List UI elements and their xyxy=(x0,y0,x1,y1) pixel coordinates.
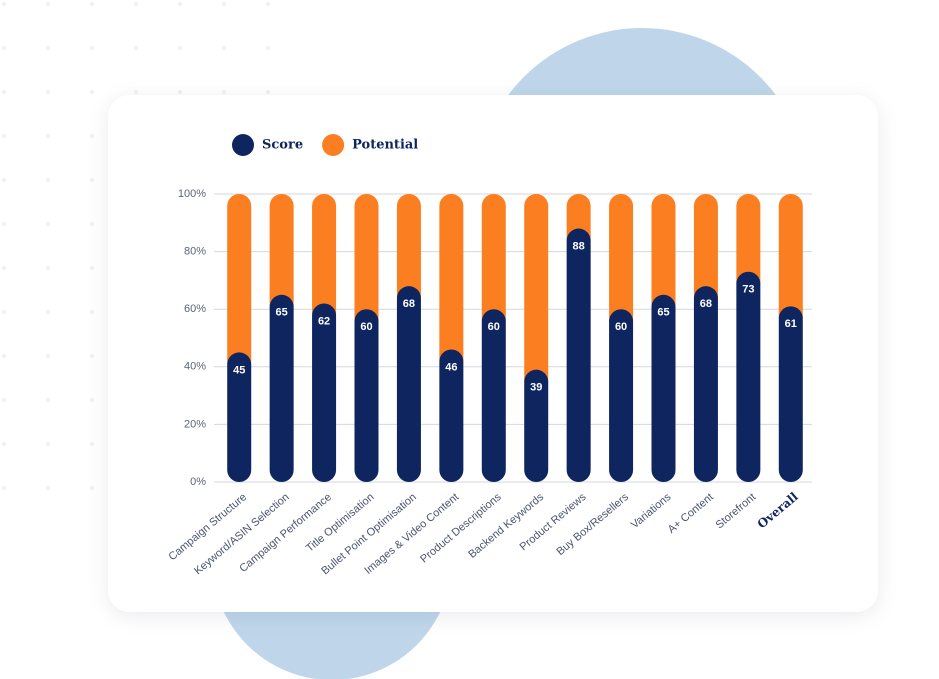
value-label: 68 xyxy=(403,298,415,310)
bar-segment xyxy=(651,294,676,482)
bar-segment xyxy=(693,286,718,482)
bar-segment xyxy=(736,271,761,482)
value-label: 65 xyxy=(657,307,669,319)
bar-segment xyxy=(439,194,464,362)
y-tick-label: 100% xyxy=(178,188,206,200)
value-label: 65 xyxy=(276,307,288,319)
bar-segment xyxy=(269,294,294,482)
value-label: 68 xyxy=(700,298,712,310)
bar-segment xyxy=(736,194,761,284)
bar-segment xyxy=(778,194,803,319)
y-tick-label: 20% xyxy=(184,418,206,430)
value-label: 60 xyxy=(488,321,500,333)
value-label: 45 xyxy=(233,364,245,376)
legend-swatch xyxy=(232,134,254,156)
bar-segment xyxy=(396,286,421,482)
bar-segment xyxy=(524,369,549,482)
bar-segment xyxy=(566,228,591,482)
legend-swatch xyxy=(322,134,345,156)
value-label: 60 xyxy=(360,321,372,333)
bar-segment xyxy=(312,303,337,482)
bar-segment xyxy=(693,194,718,299)
bar-segment xyxy=(354,194,379,322)
bar-segment xyxy=(312,194,337,316)
value-label: 88 xyxy=(573,240,585,252)
bar-segment xyxy=(481,194,506,322)
y-tick-label: 80% xyxy=(184,246,206,258)
bar-segment xyxy=(609,194,634,322)
bar-segment xyxy=(439,349,464,482)
bar-segment xyxy=(778,306,803,482)
value-label: 62 xyxy=(318,315,330,327)
value-label: 61 xyxy=(785,318,797,330)
bar-segment xyxy=(481,309,506,482)
bar-segment xyxy=(227,194,252,365)
value-label: 73 xyxy=(742,284,754,296)
y-tick-label: 40% xyxy=(184,361,206,373)
bar-segment xyxy=(354,309,379,482)
bar-segment xyxy=(609,309,634,482)
value-label: 46 xyxy=(445,361,457,373)
bar-segment xyxy=(651,194,676,307)
bar-segment xyxy=(566,194,591,241)
y-tick-label: 60% xyxy=(184,303,206,315)
bar-segment xyxy=(396,194,421,299)
legend-label: Score xyxy=(262,138,303,153)
value-label: 39 xyxy=(530,382,542,394)
bar-segment xyxy=(269,194,294,307)
bar-segment xyxy=(227,352,252,482)
y-tick-label: 0% xyxy=(190,476,206,488)
legend-label: Potential xyxy=(352,138,418,153)
bar-segment xyxy=(524,194,549,382)
value-label: 60 xyxy=(615,321,627,333)
